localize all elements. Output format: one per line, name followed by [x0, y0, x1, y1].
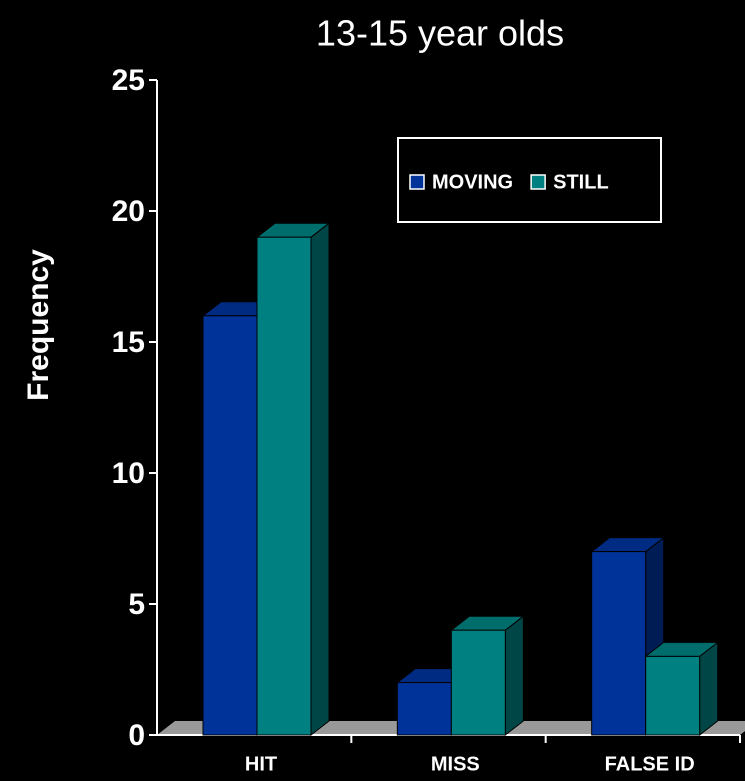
chart-title: 13-15 year olds — [316, 13, 564, 54]
y-tick-label: 5 — [128, 588, 145, 621]
bar — [396, 682, 452, 736]
legend-label: MOVING — [432, 171, 513, 193]
bar-side — [310, 222, 330, 737]
bar-side — [699, 641, 719, 737]
y-tick-label: 0 — [128, 719, 145, 752]
y-axis-label: Frequency — [22, 249, 55, 401]
legend-swatch — [530, 174, 546, 190]
x-tick-label: HIT — [245, 753, 277, 775]
bar — [202, 315, 258, 736]
y-tick-label: 15 — [112, 326, 145, 359]
legend-box — [397, 137, 662, 223]
bar — [591, 551, 647, 736]
bar — [645, 655, 701, 736]
bar — [450, 629, 506, 736]
x-tick-label: FALSE ID — [605, 753, 695, 775]
y-tick-label: 25 — [112, 64, 145, 97]
bar — [256, 236, 312, 736]
bar-side — [504, 615, 524, 737]
legend: MOVING STILL — [397, 137, 662, 223]
y-tick-label: 20 — [112, 195, 145, 228]
legend-label: STILL — [553, 171, 609, 193]
y-tick-label: 10 — [112, 457, 145, 490]
x-tick-label: MISS — [431, 753, 480, 775]
legend-swatch — [409, 174, 425, 190]
